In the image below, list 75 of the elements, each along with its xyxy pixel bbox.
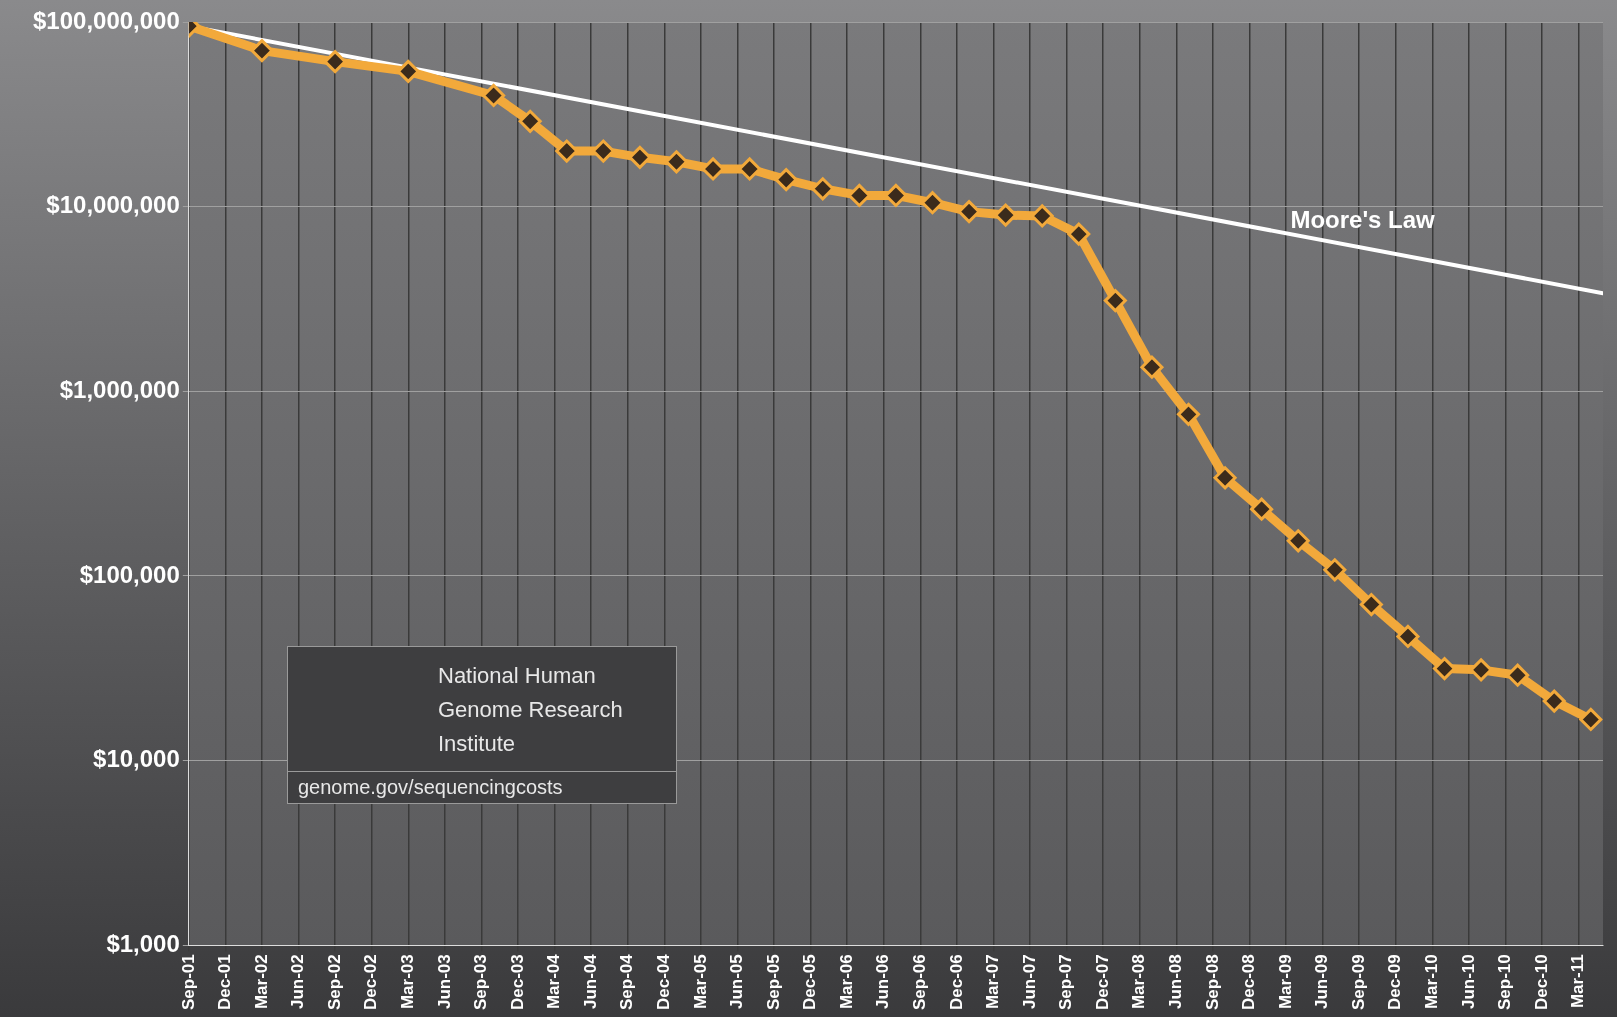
x-tick-label: Mar-04 xyxy=(544,953,564,1010)
x-tick-label: Jun-10 xyxy=(1458,954,1478,1010)
point xyxy=(1359,593,1383,617)
x-tick-label: Dec-09 xyxy=(1385,954,1405,1011)
point xyxy=(1140,355,1164,379)
x-tick-label: Sep-07 xyxy=(1056,954,1076,1010)
x-tick-label: Sep-02 xyxy=(324,954,344,1010)
point xyxy=(1396,624,1420,648)
x-tick-label: Mar-11 xyxy=(1568,954,1588,1009)
point xyxy=(323,50,347,74)
x-tick-label: Dec-10 xyxy=(1531,954,1551,1011)
point xyxy=(774,168,798,192)
x-tick-label: Dec-06 xyxy=(946,954,966,1011)
point xyxy=(884,183,908,207)
point xyxy=(396,59,420,83)
point xyxy=(811,177,835,201)
x-tick-label: Mar-10 xyxy=(1422,954,1442,1010)
y-tick-label: $100,000,000 xyxy=(33,6,180,34)
x-tick-label: Sep-03 xyxy=(471,954,491,1010)
x-tick-label: Jun-08 xyxy=(1165,954,1185,1010)
x-tick-label: Jun-07 xyxy=(1019,954,1039,1010)
series-label: Moore's Law xyxy=(1290,206,1436,234)
x-tick-label: Jun-09 xyxy=(1312,954,1332,1010)
point xyxy=(518,109,542,133)
point xyxy=(1177,402,1200,426)
y-tick-label: $100,000 xyxy=(79,560,180,588)
x-tick-label: Sep-05 xyxy=(763,954,783,1010)
x-tick-label: Sep-10 xyxy=(1495,954,1515,1010)
x-tick-label: Jun-02 xyxy=(288,954,308,1010)
x-tick-label: Sep-09 xyxy=(1348,954,1368,1010)
point xyxy=(482,83,506,107)
y-tick-label: $1,000 xyxy=(106,929,180,957)
x-tick-label: Dec-01 xyxy=(215,954,235,1011)
point xyxy=(1213,466,1237,490)
y-tick-label: $10,000,000 xyxy=(46,191,180,219)
x-tick-label: Mar-02 xyxy=(251,954,271,1010)
point xyxy=(1323,558,1347,582)
point xyxy=(1250,497,1274,521)
point xyxy=(920,191,944,215)
x-tick-label: Jun-04 xyxy=(580,953,600,1010)
point xyxy=(738,157,762,181)
point xyxy=(628,145,652,169)
x-tick-label: Jun-06 xyxy=(873,954,893,1010)
point xyxy=(957,200,981,224)
point xyxy=(1286,529,1310,553)
x-tick-label: Sep-04 xyxy=(617,953,637,1010)
x-tick-label: Dec-02 xyxy=(361,954,381,1011)
x-tick-label: Mar-08 xyxy=(1129,954,1149,1010)
x-tick-label: Sep-06 xyxy=(909,954,929,1010)
x-tick-label: Mar-09 xyxy=(1275,954,1295,1010)
x-tick-label: Dec-04 xyxy=(653,953,673,1011)
x-tick-label: Jun-03 xyxy=(434,954,454,1010)
point xyxy=(1506,663,1530,687)
x-tick-label: Dec-07 xyxy=(1092,954,1112,1011)
point xyxy=(664,150,688,174)
x-tick-label: Mar-03 xyxy=(397,954,417,1010)
x-tick-label: Mar-05 xyxy=(690,954,710,1010)
x-tick-label: Mar-06 xyxy=(836,954,856,1010)
point xyxy=(1542,689,1566,713)
y-tick-label: $10,000 xyxy=(93,745,180,773)
x-tick-label: Mar-07 xyxy=(983,954,1003,1010)
point xyxy=(847,183,871,207)
x-tick-label: Sep-08 xyxy=(1202,954,1222,1010)
point xyxy=(1103,289,1127,313)
point xyxy=(1067,222,1091,246)
point xyxy=(250,39,274,63)
x-tick-label: Dec-05 xyxy=(800,954,820,1011)
annotation: genome.gov/sequencingcosts xyxy=(288,771,676,803)
x-tick-label: Dec-08 xyxy=(1239,954,1259,1011)
y-tick-label: $1,000,000 xyxy=(59,375,180,403)
point xyxy=(1579,707,1603,731)
x-tick-label: Dec-03 xyxy=(507,954,527,1011)
x-tick-label: Jun-05 xyxy=(727,954,747,1010)
annotation: National Human Genome Research Institute xyxy=(437,662,624,758)
x-tick-label: Sep-01 xyxy=(178,954,198,1010)
